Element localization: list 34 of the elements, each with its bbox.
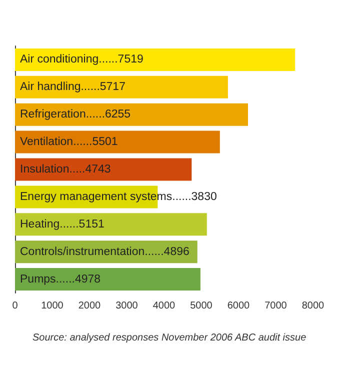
x-tick-label: 2000 [78, 300, 102, 312]
bar [15, 158, 192, 181]
bar [15, 268, 200, 291]
bar [15, 130, 220, 154]
data-label: 5501 [92, 136, 118, 148]
y-tick-label: Insulation..... [20, 164, 86, 176]
data-label: 4896 [164, 246, 190, 258]
data-label: 4978 [74, 273, 101, 286]
data-label: 5151 [78, 218, 104, 230]
x-tick-label: 7000 [264, 300, 288, 312]
x-tick-label: 0 [12, 300, 18, 312]
bar [15, 76, 228, 98]
y-tick-label: Air handling...... [20, 81, 100, 94]
y-tick-label: Pumps...... [20, 273, 75, 286]
data-label: 7519 [118, 54, 144, 66]
source-note: Source: analysed responses November 2006 ABC audit issue [32, 332, 307, 344]
y-tick-label: Controls/instrumentation...... [20, 246, 164, 258]
x-tick-label: 6000 [227, 300, 250, 312]
y-tick-label: Heating...... [20, 218, 79, 230]
data-label: 4743 [85, 164, 111, 176]
x-tick-label: 3000 [116, 300, 138, 312]
data-label: 3830 [191, 190, 217, 203]
bar [15, 213, 207, 236]
data-label: 6255 [105, 108, 131, 121]
x-tick-label: 8000 [302, 300, 325, 312]
x-tick-label: 4000 [152, 300, 176, 312]
y-tick-label: Air conditioning...... [20, 54, 118, 66]
bar [15, 103, 248, 126]
x-tick-label: 5000 [190, 300, 213, 312]
x-tick-label: 1000 [41, 300, 64, 312]
bar [15, 48, 296, 71]
y-tick-label: Ventilation...... [20, 136, 92, 148]
data-label: 5717 [100, 81, 126, 94]
y-tick-label: Refrigeration...... [20, 108, 106, 121]
